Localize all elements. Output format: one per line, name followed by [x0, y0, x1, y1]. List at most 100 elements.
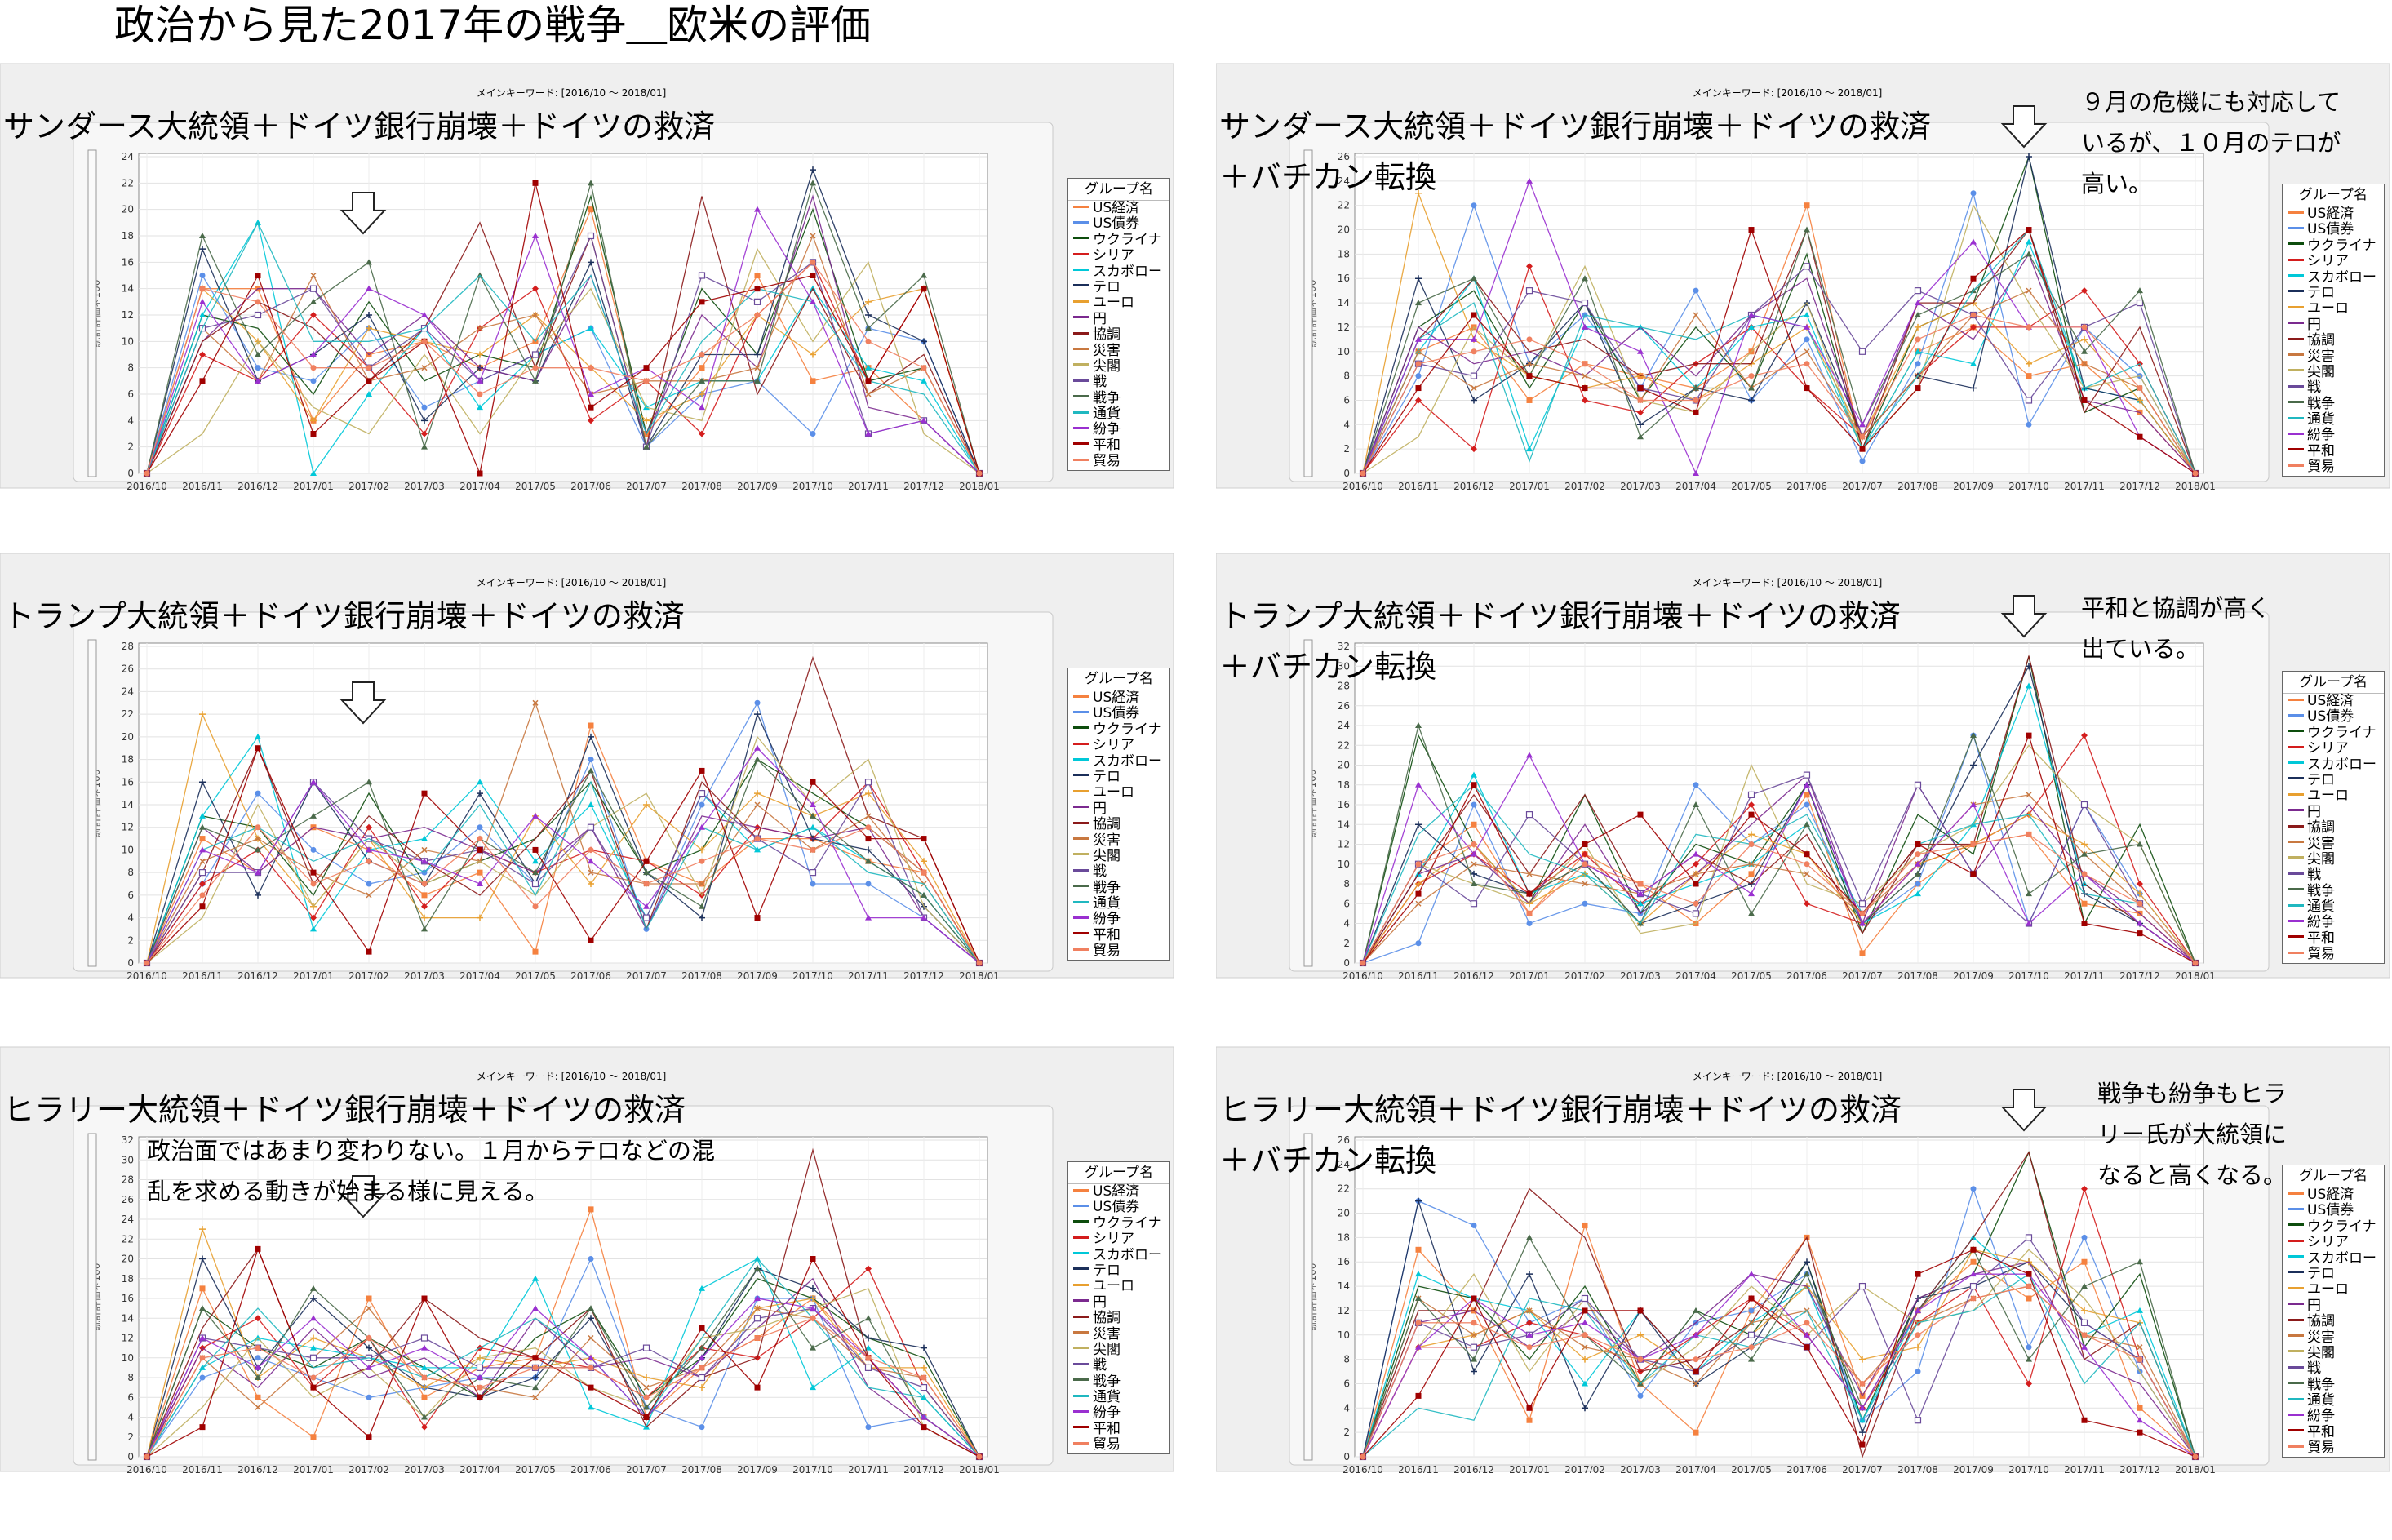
data-point — [1859, 910, 1866, 916]
legend-swatch — [1073, 806, 1089, 809]
y-tick-label: 22 — [122, 708, 134, 720]
data-point — [2081, 1258, 2088, 1265]
x-tick-label: 2017/12 — [2119, 481, 2160, 490]
series-line — [146, 712, 980, 964]
legend-item: シリア — [1068, 1231, 1169, 1247]
legend-item: 災害 — [2283, 1329, 2384, 1346]
legend-label: ユーロ — [2307, 300, 2349, 317]
legend-item: ユーロ — [1068, 785, 1169, 801]
y-tick-label: 24 — [122, 1214, 134, 1225]
series-17 — [144, 824, 983, 966]
x-tick-label: 2018/01 — [2175, 481, 2216, 490]
legend-label: 円 — [2307, 803, 2321, 820]
legend-label: 平和 — [1093, 1420, 1121, 1437]
legend-swatch — [2288, 401, 2304, 404]
data-point — [421, 925, 428, 932]
data-point — [1693, 900, 1699, 907]
data-point — [421, 338, 428, 344]
series-17 — [1360, 831, 2199, 966]
data-point — [421, 858, 428, 864]
vertical-scrollbar[interactable] — [87, 639, 97, 967]
data-point — [643, 1414, 650, 1420]
data-point — [588, 1365, 594, 1371]
data-point — [643, 858, 650, 864]
legend-item: テロ — [1068, 769, 1169, 785]
series-17 — [1360, 1283, 2199, 1460]
data-point — [2026, 373, 2032, 379]
x-tick-label: 2016/10 — [1342, 970, 1383, 979]
data-point — [921, 1414, 927, 1420]
data-point — [477, 1374, 483, 1380]
data-point — [1582, 900, 1588, 907]
series-line — [1362, 754, 2196, 964]
x-tick-label: 2017/07 — [1842, 970, 1883, 979]
x-tick-label: 2017/08 — [681, 970, 722, 979]
data-point — [754, 377, 761, 384]
legend-swatch — [2288, 935, 2304, 939]
data-point — [1471, 335, 1477, 342]
data-point — [1970, 732, 1977, 739]
data-point — [1804, 1271, 1810, 1277]
data-point — [1415, 722, 1422, 728]
legend-swatch — [2288, 745, 2304, 748]
data-point — [643, 365, 650, 371]
y-tick-label: 26 — [122, 663, 134, 675]
vertical-scrollbar[interactable] — [87, 149, 97, 477]
legend-item: 平和 — [2283, 1424, 2384, 1440]
data-point — [2081, 1307, 2088, 1314]
legend-label: 協調 — [2307, 332, 2335, 349]
data-point — [1582, 1319, 1588, 1325]
legend-item: ウクライナ — [2283, 237, 2384, 254]
vertical-scrollbar[interactable] — [1303, 1133, 1313, 1461]
y-tick-label: 14 — [1338, 819, 1350, 830]
data-point — [1415, 1271, 1422, 1277]
legend-label: US経済 — [1093, 200, 1140, 216]
data-point — [1914, 1417, 1922, 1424]
data-point — [1859, 920, 1866, 926]
x-tick-label: 2016/10 — [126, 481, 167, 490]
data-point — [1415, 1392, 1422, 1399]
x-tick-label: 2017/07 — [626, 1464, 667, 1473]
x-tick-label: 2016/11 — [182, 1464, 223, 1473]
data-point — [199, 846, 206, 853]
x-tick-label: 2017/10 — [2008, 481, 2049, 490]
data-point — [810, 846, 816, 853]
data-point — [2137, 385, 2143, 392]
data-point — [1803, 771, 1811, 779]
legend-swatch — [2288, 226, 2304, 229]
legend-swatch — [1073, 837, 1089, 841]
x-tick-label: 2016/11 — [1398, 970, 1439, 979]
data-point — [1970, 1186, 1977, 1192]
data-point — [1415, 1197, 1422, 1205]
legend-swatch — [2288, 242, 2304, 246]
y-tick-label: 2 — [1343, 938, 1350, 949]
data-point — [865, 312, 872, 318]
vertical-scrollbar[interactable] — [1303, 639, 1313, 967]
vertical-scrollbar[interactable] — [87, 1133, 97, 1461]
y-tick-label: 14 — [1338, 297, 1350, 308]
x-tick-label: 2017/01 — [1509, 481, 1550, 490]
y-tick-label: 0 — [1343, 1451, 1350, 1462]
legend-swatch — [1073, 442, 1089, 446]
data-point — [643, 417, 650, 424]
data-point — [2026, 251, 2032, 257]
data-point — [588, 1384, 594, 1391]
data-point — [588, 1354, 594, 1360]
data-point — [1693, 1331, 1699, 1338]
series-line — [146, 746, 980, 964]
series-line — [1362, 1236, 2196, 1458]
data-point — [588, 937, 594, 943]
data-point — [1637, 397, 1644, 403]
data-point — [1471, 782, 1477, 788]
legend-swatch — [1073, 1188, 1089, 1192]
data-point — [144, 1453, 150, 1460]
data-point — [588, 1404, 594, 1410]
vertical-scrollbar[interactable] — [1303, 149, 1313, 477]
data-point — [199, 823, 206, 830]
series-line — [146, 183, 980, 476]
data-point — [1415, 1320, 1422, 1326]
data-point — [310, 272, 317, 279]
series-11 — [1362, 204, 2196, 474]
legend-swatch — [2288, 1255, 2304, 1258]
legend-swatch — [1073, 948, 1089, 951]
